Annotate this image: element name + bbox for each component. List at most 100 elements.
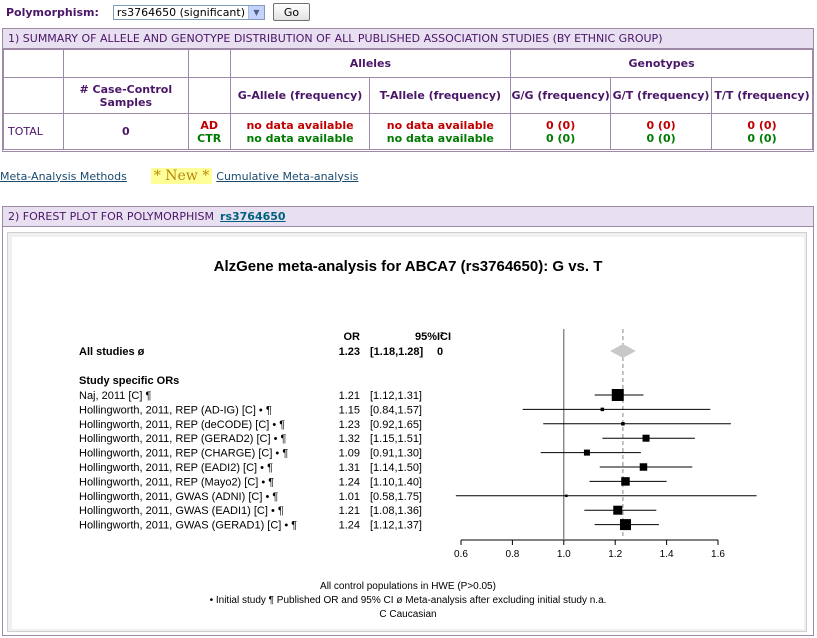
study-or: 1.09 — [339, 448, 360, 460]
study-ci: [1.08,1.36] — [370, 505, 422, 517]
forest-title-text: 2) FOREST PLOT FOR POLYMORPHISM — [8, 210, 215, 223]
study-label: Hollingworth, 2011, GWAS (GERAD1) [C] • … — [79, 520, 297, 532]
gg-header: G/G (frequency) — [510, 77, 612, 114]
ctr-label: CTR — [197, 131, 222, 145]
samples-header: # Case-Control Samples — [62, 77, 189, 114]
blank-cell — [3, 49, 64, 78]
tt-cell: 0 (0) 0 (0) — [711, 113, 813, 150]
study-marker — [619, 519, 631, 531]
ctr-tt: 0 (0) — [747, 131, 777, 145]
chevron-down-icon[interactable]: ▼ — [247, 5, 264, 19]
study-label: Naj, 2011 [C] ¶ — [79, 390, 151, 402]
t-allele-cell: no data available no data available — [369, 113, 512, 150]
x-tick-label: 1.0 — [557, 549, 571, 560]
study-ci: [1.14,1.50] — [370, 462, 422, 474]
ctr-g-allele: no data available — [246, 131, 354, 145]
total-label: TOTAL — [3, 113, 64, 150]
i2-header: I² — [437, 331, 444, 343]
meta-analysis-methods-link[interactable]: Meta-Analysis Methods — [0, 169, 127, 183]
chart-title: AlzGene meta-analysis for ABCA7 (rs37646… — [214, 258, 603, 275]
x-tick-label: 1.6 — [711, 549, 725, 560]
study-ci: [0.92,1.65] — [370, 419, 422, 431]
blank-cell — [187, 49, 231, 78]
links-row: Meta-Analysis Methods * New * Cumulative… — [0, 168, 358, 184]
ci-header: 95% CI — [415, 331, 451, 343]
g-allele-cell: no data available no data available — [229, 113, 371, 150]
cumulative-meta-analysis-link[interactable]: Cumulative Meta-analysis — [216, 169, 359, 183]
study-marker — [600, 407, 605, 412]
ad-gg: 0 (0) — [546, 118, 576, 132]
summary-title: 1) SUMMARY OF ALLELE AND GENOTYPE DISTRI… — [3, 29, 813, 49]
study-ci: [0.84,1.57] — [370, 404, 422, 416]
plot-area: AlzGene meta-analysis for ABCA7 (rs37646… — [12, 237, 804, 629]
snp-link[interactable]: rs3764650 — [220, 210, 286, 223]
ctr-gt: 0 (0) — [646, 131, 676, 145]
blank-cell — [3, 77, 64, 114]
forest-plot: AlzGene meta-analysis for ABCA7 (rs37646… — [79, 258, 757, 620]
go-button[interactable]: Go — [272, 3, 311, 21]
study-or: 1.31 — [339, 462, 360, 474]
summary-ci: [1.18,1.28] — [370, 346, 424, 358]
tt-header: T/T (frequency) — [711, 77, 813, 114]
study-marker — [583, 449, 590, 456]
study-ci: [1.12,1.31] — [370, 390, 422, 402]
g-allele-header: G-Allele (frequency) — [229, 77, 371, 114]
ad-g-allele: no data available — [246, 118, 354, 132]
section-label: Study specific ORs — [79, 375, 179, 387]
study-marker — [621, 477, 630, 486]
study-label: Hollingworth, 2011, GWAS (ADNI) [C] • ¶ — [79, 491, 278, 503]
study-or: 1.32 — [339, 433, 360, 445]
study-ci: [0.58,1.75] — [370, 491, 422, 503]
study-label: Hollingworth, 2011, REP (GERAD2) [C] • ¶ — [79, 433, 287, 445]
study-label: Hollingworth, 2011, REP (AD-IG) [C] • ¶ — [79, 404, 272, 416]
t-allele-header: T-Allele (frequency) — [369, 77, 512, 114]
blank-cell — [187, 77, 231, 114]
summary-or: 1.23 — [339, 346, 360, 358]
study-label: Hollingworth, 2011, GWAS (EADI1) [C] • ¶ — [79, 505, 284, 517]
ctr-t-allele: no data available — [386, 131, 494, 145]
study-marker — [642, 434, 650, 442]
polymorphism-label: Polymorphism: — [6, 5, 99, 19]
study-or: 1.21 — [339, 390, 360, 402]
x-tick-label: 0.6 — [454, 549, 468, 560]
polymorphism-select[interactable]: rs3764650 (significant) ▼ — [112, 4, 265, 20]
study-label: Hollingworth, 2011, REP (deCODE) [C] • ¶ — [79, 419, 285, 431]
forest-panel: 2) FOREST PLOT FOR POLYMORPHISM rs3764650… — [2, 206, 814, 636]
alleles-header: Alleles — [229, 49, 512, 78]
footnote-hwe: All control populations in HWE (P>0.05) — [320, 581, 496, 592]
polymorphism-bar: Polymorphism: rs3764650 (significant) ▼ … — [6, 3, 311, 21]
genotypes-header: Genotypes — [510, 49, 813, 78]
summary-table: Alleles Genotypes # Case-Control Samples… — [3, 49, 813, 150]
samples-value: 0 — [62, 113, 189, 150]
study-or: 1.21 — [339, 505, 360, 517]
x-tick-label: 1.2 — [608, 549, 622, 560]
study-marker — [639, 463, 648, 471]
x-tick-label: 0.8 — [505, 549, 519, 560]
blank-cell — [62, 49, 189, 78]
study-or: 1.24 — [339, 476, 360, 488]
gt-header: G/T (frequency) — [610, 77, 713, 114]
summary-panel: 1) SUMMARY OF ALLELE AND GENOTYPE DISTRI… — [2, 28, 814, 152]
ad-label: AD — [200, 118, 218, 132]
study-or: 1.24 — [339, 520, 360, 532]
gg-cell: 0 (0) 0 (0) — [510, 113, 612, 150]
footnote-legend: • Initial study ¶ Published OR and 95% C… — [210, 595, 607, 606]
study-or: 1.23 — [339, 419, 360, 431]
x-tick-label: 1.4 — [660, 549, 674, 560]
study-marker — [613, 505, 623, 515]
forest-title: 2) FOREST PLOT FOR POLYMORPHISM rs3764650 — [3, 207, 813, 227]
study-or: 1.15 — [339, 404, 360, 416]
study-ci: [1.12,1.37] — [370, 520, 422, 532]
ad-t-allele: no data available — [386, 118, 494, 132]
summary-diamond — [610, 344, 636, 358]
summary-label: All studies ø — [79, 346, 145, 358]
study-label: Hollingworth, 2011, REP (CHARGE) [C] • ¶ — [79, 448, 288, 460]
study-ci: [1.15,1.51] — [370, 433, 422, 445]
study-ci: [1.10,1.40] — [370, 476, 422, 488]
ad-tt: 0 (0) — [747, 118, 777, 132]
study-label: Hollingworth, 2011, REP (Mayo2) [C] • ¶ — [79, 476, 274, 488]
study-marker — [621, 422, 625, 426]
footnote-ethnicity: C Caucasian — [379, 609, 436, 620]
study-marker — [565, 494, 568, 498]
group-labels-cell: AD CTR — [187, 113, 231, 150]
